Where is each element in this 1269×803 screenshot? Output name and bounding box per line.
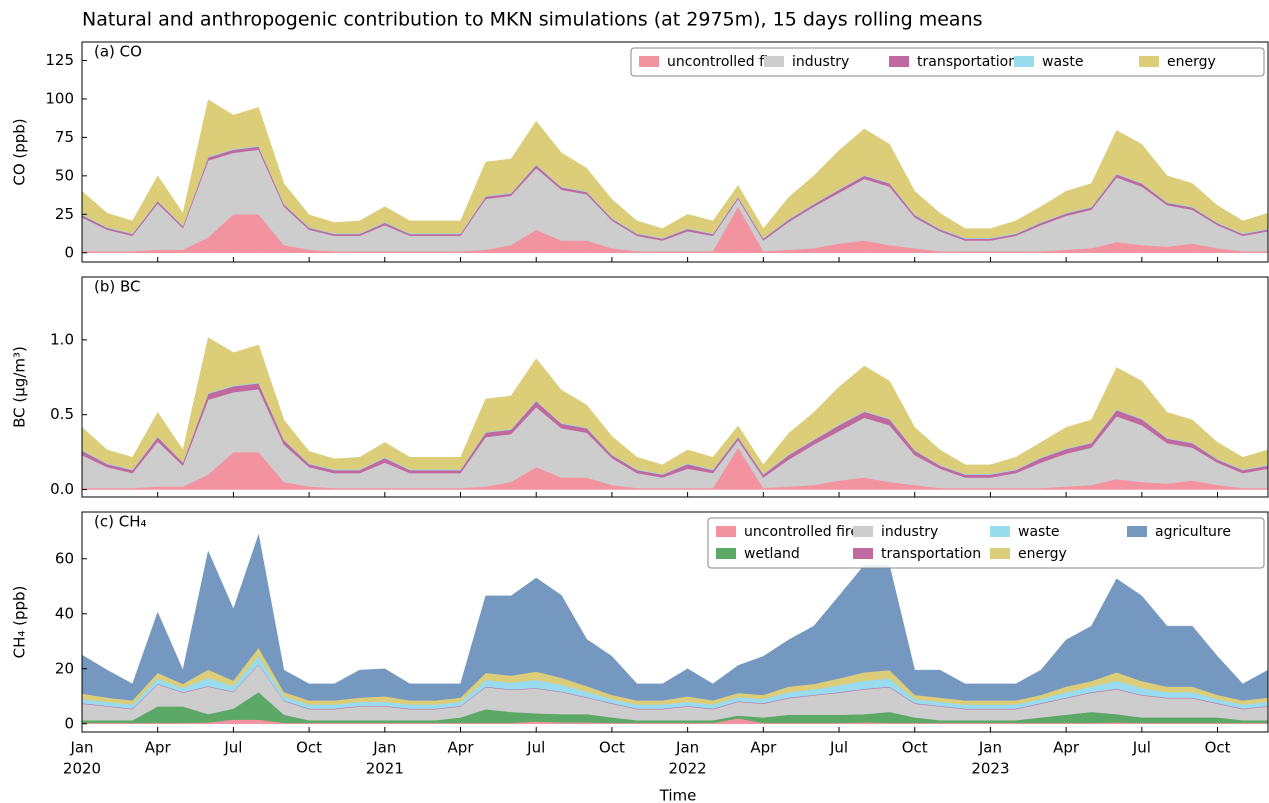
x-tick-label: Apr <box>448 739 475 757</box>
x-tick-label: Apr <box>750 739 777 757</box>
legend-swatch <box>716 526 736 537</box>
legend-swatch <box>764 56 784 67</box>
y-tick-label: 125 <box>45 51 74 69</box>
x-tick-label: Jan <box>69 739 93 757</box>
axes-frame <box>81 276 1269 498</box>
area <box>82 337 1268 475</box>
legend-swatch <box>639 56 659 67</box>
x-year-label: 2021 <box>366 760 404 778</box>
legend-swatch <box>716 548 736 559</box>
y-tick-label: 1.0 <box>50 330 74 348</box>
y-tick-label: 40 <box>55 604 74 622</box>
legend-label: waste <box>1042 54 1083 70</box>
y-tick-label: 50 <box>55 166 74 184</box>
legend-box <box>630 47 1265 77</box>
x-year-label: 2020 <box>63 760 101 778</box>
x-tick-label: Jan <box>675 739 699 757</box>
panel-label: (b) BC <box>94 278 141 296</box>
legend-swatch <box>853 548 873 559</box>
y-axis-label: CH₄ (ppb) <box>11 586 29 659</box>
legend-label: energy <box>1167 54 1216 70</box>
x-tick-label: Oct <box>902 739 928 757</box>
legend-label: industry <box>881 524 938 540</box>
y-tick-label: 75 <box>55 128 74 146</box>
legend-label: transportation <box>881 546 981 562</box>
legend-swatch <box>1014 56 1034 67</box>
axes-frame <box>81 511 1269 733</box>
y-axis-label: BC (µg/m³) <box>11 346 29 428</box>
x-tick-label: Oct <box>1205 739 1231 757</box>
legend-label: agriculture <box>1155 524 1231 540</box>
y-tick-label: 20 <box>55 659 74 677</box>
x-tick-label: Jan <box>978 739 1002 757</box>
legend-label: energy <box>1018 546 1067 562</box>
plot-area <box>82 337 1268 490</box>
y-tick-label: 25 <box>55 205 74 223</box>
x-tick-label: Jul <box>829 739 848 757</box>
x-tick-label: Jan <box>372 739 396 757</box>
y-tick-label: 60 <box>55 549 74 567</box>
legend-label: uncontrolled fire <box>667 54 782 70</box>
x-tick-label: Jul <box>1132 739 1151 757</box>
legend-swatch <box>1139 56 1159 67</box>
legend-swatch <box>889 56 909 67</box>
legend-label: transportation <box>917 54 1017 70</box>
legend-box <box>707 517 1265 569</box>
x-tick-label: Apr <box>145 739 172 757</box>
y-tick-label: 0 <box>64 714 74 732</box>
legend-swatch <box>990 548 1010 559</box>
y-tick-label: 0 <box>64 243 74 261</box>
legend-label: uncontrolled fire <box>744 524 859 540</box>
y-tick-label: 0.5 <box>50 405 74 423</box>
panel-label: (c) CH₄ <box>94 513 147 531</box>
legend-swatch <box>1127 526 1147 537</box>
x-tick-label: Oct <box>296 739 322 757</box>
legend-label: wetland <box>744 546 800 562</box>
x-tick-label: Apr <box>1053 739 1080 757</box>
panel-label: (a) CO <box>94 43 142 61</box>
area <box>82 533 1268 701</box>
x-tick-label: Oct <box>599 739 625 757</box>
legend-swatch <box>853 526 873 537</box>
axes-frame <box>81 41 1269 263</box>
x-axis-label: Time <box>659 787 697 803</box>
plot-area <box>82 533 1268 725</box>
legend-label: waste <box>1018 524 1059 540</box>
y-tick-label: 100 <box>45 89 74 107</box>
y-axis-label: CO (ppb) <box>11 118 29 185</box>
figure-title: Natural and anthropogenic contribution t… <box>82 9 983 31</box>
area <box>82 99 1268 239</box>
x-year-label: 2022 <box>669 760 707 778</box>
legend-label: industry <box>792 54 849 70</box>
legend-swatch <box>990 526 1010 537</box>
x-year-label: 2023 <box>971 760 1009 778</box>
plot-area <box>82 99 1268 254</box>
x-tick-label: Jul <box>526 739 545 757</box>
x-tick-label: Jul <box>223 739 242 757</box>
y-tick-label: 0.0 <box>50 480 74 498</box>
